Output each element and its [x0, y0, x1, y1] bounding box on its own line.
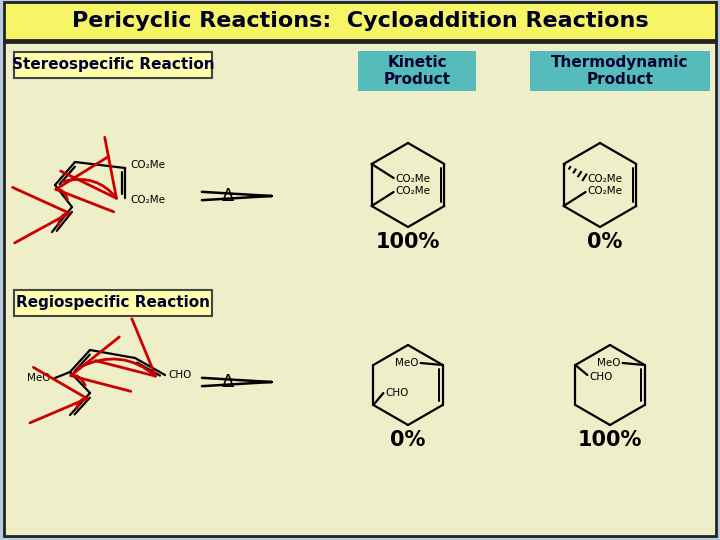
Bar: [4, 2, 716, 40]
FancyArrowPatch shape: [71, 337, 131, 392]
Text: CHO: CHO: [385, 388, 409, 398]
Text: CO₂Me: CO₂Me: [395, 174, 431, 184]
Bar: [14, 52, 212, 78]
Text: Δ: Δ: [222, 373, 234, 391]
FancyArrowPatch shape: [30, 367, 87, 423]
Text: MeO: MeO: [597, 358, 621, 368]
Text: 0%: 0%: [390, 430, 426, 450]
Text: Kinetic
Product: Kinetic Product: [384, 55, 451, 87]
FancyArrowPatch shape: [60, 137, 117, 198]
Text: CHO: CHO: [168, 370, 192, 380]
Text: 100%: 100%: [578, 430, 642, 450]
Text: MeO: MeO: [27, 373, 50, 383]
Text: CO₂Me: CO₂Me: [130, 160, 165, 170]
Text: CO₂Me: CO₂Me: [588, 174, 623, 184]
Text: CO₂Me: CO₂Me: [588, 186, 623, 196]
Text: CO₂Me: CO₂Me: [395, 186, 431, 196]
Text: Pericyclic Reactions:  Cycloaddition Reactions: Pericyclic Reactions: Cycloaddition Reac…: [72, 11, 648, 31]
Text: 100%: 100%: [376, 232, 440, 252]
Bar: [530, 51, 710, 91]
Text: MeO: MeO: [395, 358, 418, 368]
Bar: [14, 290, 212, 316]
FancyArrowPatch shape: [12, 187, 69, 243]
Text: Δ: Δ: [222, 187, 234, 205]
Text: Thermodynamic
Product: Thermodynamic Product: [552, 55, 689, 87]
Text: 0%: 0%: [588, 232, 623, 252]
Bar: [358, 51, 476, 91]
Text: Regiospecific Reaction: Regiospecific Reaction: [16, 295, 210, 310]
Text: Stereospecific Reaction: Stereospecific Reaction: [12, 57, 215, 72]
Text: CO₂Me: CO₂Me: [130, 195, 165, 205]
Text: CHO: CHO: [590, 372, 613, 382]
FancyArrowPatch shape: [56, 157, 114, 212]
FancyArrowPatch shape: [78, 319, 156, 376]
